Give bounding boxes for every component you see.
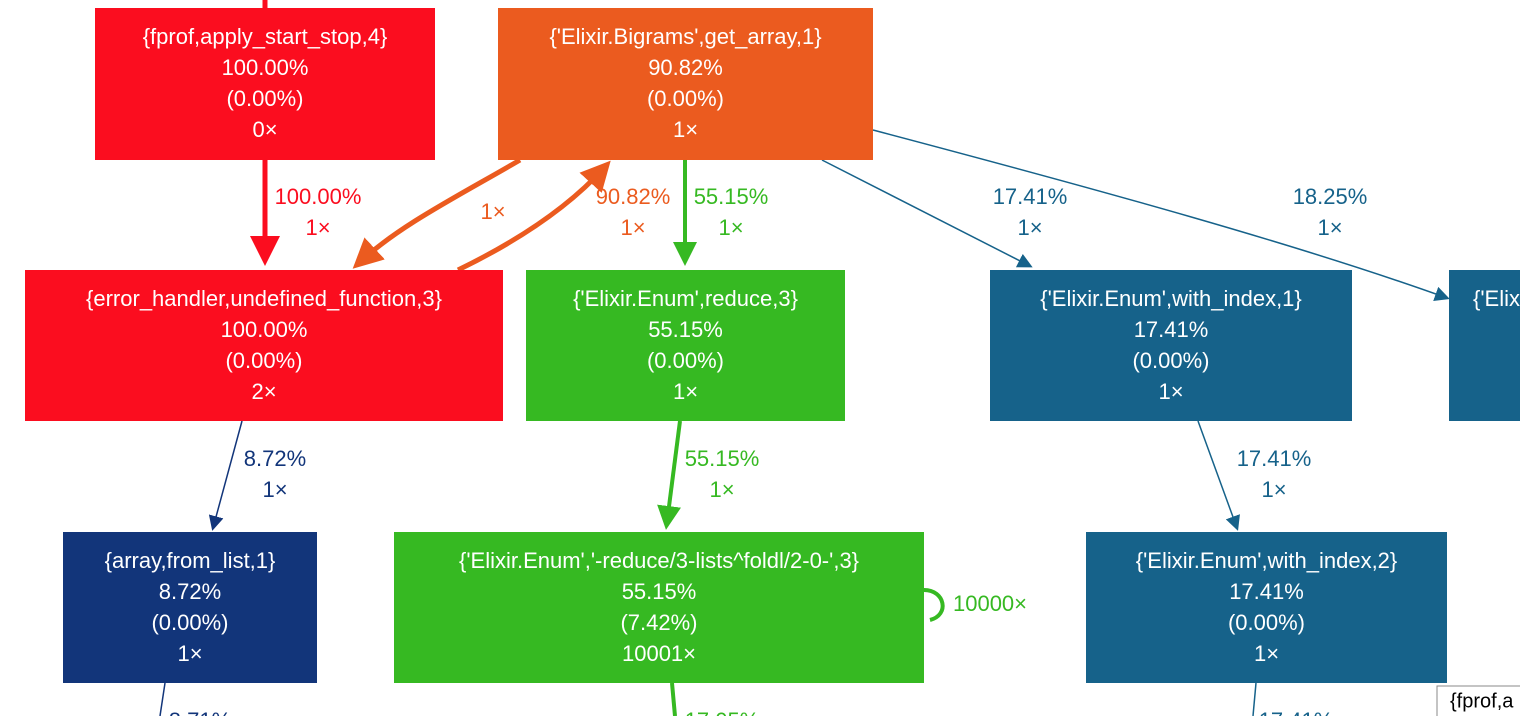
edge-label: 8.72% — [244, 446, 306, 471]
node-label: 90.82% — [648, 55, 723, 80]
edge-label: 17.41% — [1237, 446, 1312, 471]
edge — [456, 160, 611, 273]
edge-label: 17.41% — [1259, 708, 1334, 716]
node-label: 1× — [673, 379, 698, 404]
node: {fprof,apply_start_stop,4} 100.00% (0.00%)… — [95, 8, 435, 160]
edge-label: 1× — [718, 215, 743, 240]
node-label: 1× — [1158, 379, 1183, 404]
edge-label: 1× — [305, 215, 330, 240]
node: {'Elixir.Enum','-reduce/3-lists^foldl/2-… — [394, 532, 924, 683]
node-label: {error_handler,undefined_function,3} — [86, 286, 442, 311]
node-label: 17.41% — [1229, 579, 1304, 604]
edge-label: 10000× — [953, 591, 1027, 616]
node-label: {fprof,apply_start_stop,4} — [143, 24, 388, 49]
edge-label: 18.25% — [1293, 184, 1368, 209]
edge-label: 1× — [1317, 215, 1342, 240]
node: {'Elixir.Enum',reduce,3} 55.15% (0.00%) 1× — [526, 270, 845, 421]
edge-label: 1× — [1017, 215, 1042, 240]
node-box — [25, 270, 503, 421]
edge-label: 90.82% — [596, 184, 671, 209]
edge — [657, 420, 682, 530]
node-label: {'Elixir.Enum',with_index,2} — [1136, 548, 1398, 573]
node-label: {'Elix — [1473, 286, 1520, 311]
edges — [159, 0, 1450, 716]
node-label: (0.00%) — [1228, 610, 1305, 635]
edge — [159, 682, 166, 716]
node-label: (0.00%) — [647, 348, 724, 373]
edge-label: 1× — [1261, 477, 1286, 502]
edge-label: 1× — [262, 477, 287, 502]
edge-label: 1× — [709, 477, 734, 502]
node-label: 10001× — [622, 641, 696, 666]
node: {'Elix — [1449, 270, 1520, 421]
node-label: {'Elixir.Bigrams',get_array,1} — [549, 24, 821, 49]
node-label: (0.00%) — [225, 348, 302, 373]
edge — [670, 682, 677, 716]
node-label: (0.00%) — [1132, 348, 1209, 373]
node-label: 8.72% — [159, 579, 221, 604]
node: {error_handler,undefined_function,3} 100.… — [25, 270, 503, 421]
node-box — [498, 8, 873, 160]
node-box — [990, 270, 1352, 421]
node-label: (0.00%) — [226, 86, 303, 111]
node-box — [1449, 270, 1520, 421]
edge-label: 17.05% — [685, 708, 760, 716]
edge — [923, 588, 945, 622]
node-box — [95, 8, 435, 160]
node: {array,from_list,1} 8.72% (0.00%) 1× — [63, 532, 317, 683]
node-label: {'Elixir.Enum',reduce,3} — [573, 286, 798, 311]
node-label: 100.00% — [221, 317, 308, 342]
node-label: 1× — [673, 117, 698, 142]
edge — [1197, 420, 1240, 531]
edge-label: 1× — [480, 199, 505, 224]
edge-label: 55.15% — [685, 446, 760, 471]
edge-label: 100.00% — [275, 184, 362, 209]
edge — [821, 159, 1033, 268]
edge-label: 17.41% — [993, 184, 1068, 209]
node-label: {array,from_list,1} — [105, 548, 276, 573]
node-label: {'Elixir.Enum','-reduce/3-lists^foldl/2-… — [459, 548, 859, 573]
edge-label: 8.71% — [169, 708, 231, 716]
node-label: 100.00% — [222, 55, 309, 80]
node-label: 55.15% — [622, 579, 697, 604]
node-box — [394, 532, 924, 683]
edge — [352, 157, 522, 269]
edge — [1252, 682, 1257, 716]
edge-label: 1× — [620, 215, 645, 240]
node-label: (7.42%) — [620, 610, 697, 635]
node: {'Elixir.Enum',with_index,2} 17.41% (0.00%… — [1086, 532, 1447, 683]
node: {'Elixir.Enum',with_index,1} 17.41% (0.00%… — [990, 270, 1352, 421]
node-box — [1086, 532, 1447, 683]
node-label: 2× — [251, 379, 276, 404]
edge — [208, 420, 243, 531]
node: {'Elixir.Bigrams',get_array,1} 90.82% (0.0… — [498, 8, 873, 160]
node-label: 0× — [252, 117, 277, 142]
edge — [872, 129, 1450, 301]
node-box — [63, 532, 317, 683]
node-label: 17.41% — [1134, 317, 1209, 342]
edge-label: 55.15% — [694, 184, 769, 209]
tooltip-box — [1436, 685, 1520, 716]
node-label: 1× — [1254, 641, 1279, 666]
node-label: (0.00%) — [151, 610, 228, 635]
node-box — [526, 270, 845, 421]
node-label: (0.00%) — [647, 86, 724, 111]
node-label: 1× — [177, 641, 202, 666]
node-label: 55.15% — [648, 317, 723, 342]
node-label: {'Elixir.Enum',with_index,1} — [1040, 286, 1302, 311]
tooltip: {fprof,a — [1450, 690, 1514, 712]
